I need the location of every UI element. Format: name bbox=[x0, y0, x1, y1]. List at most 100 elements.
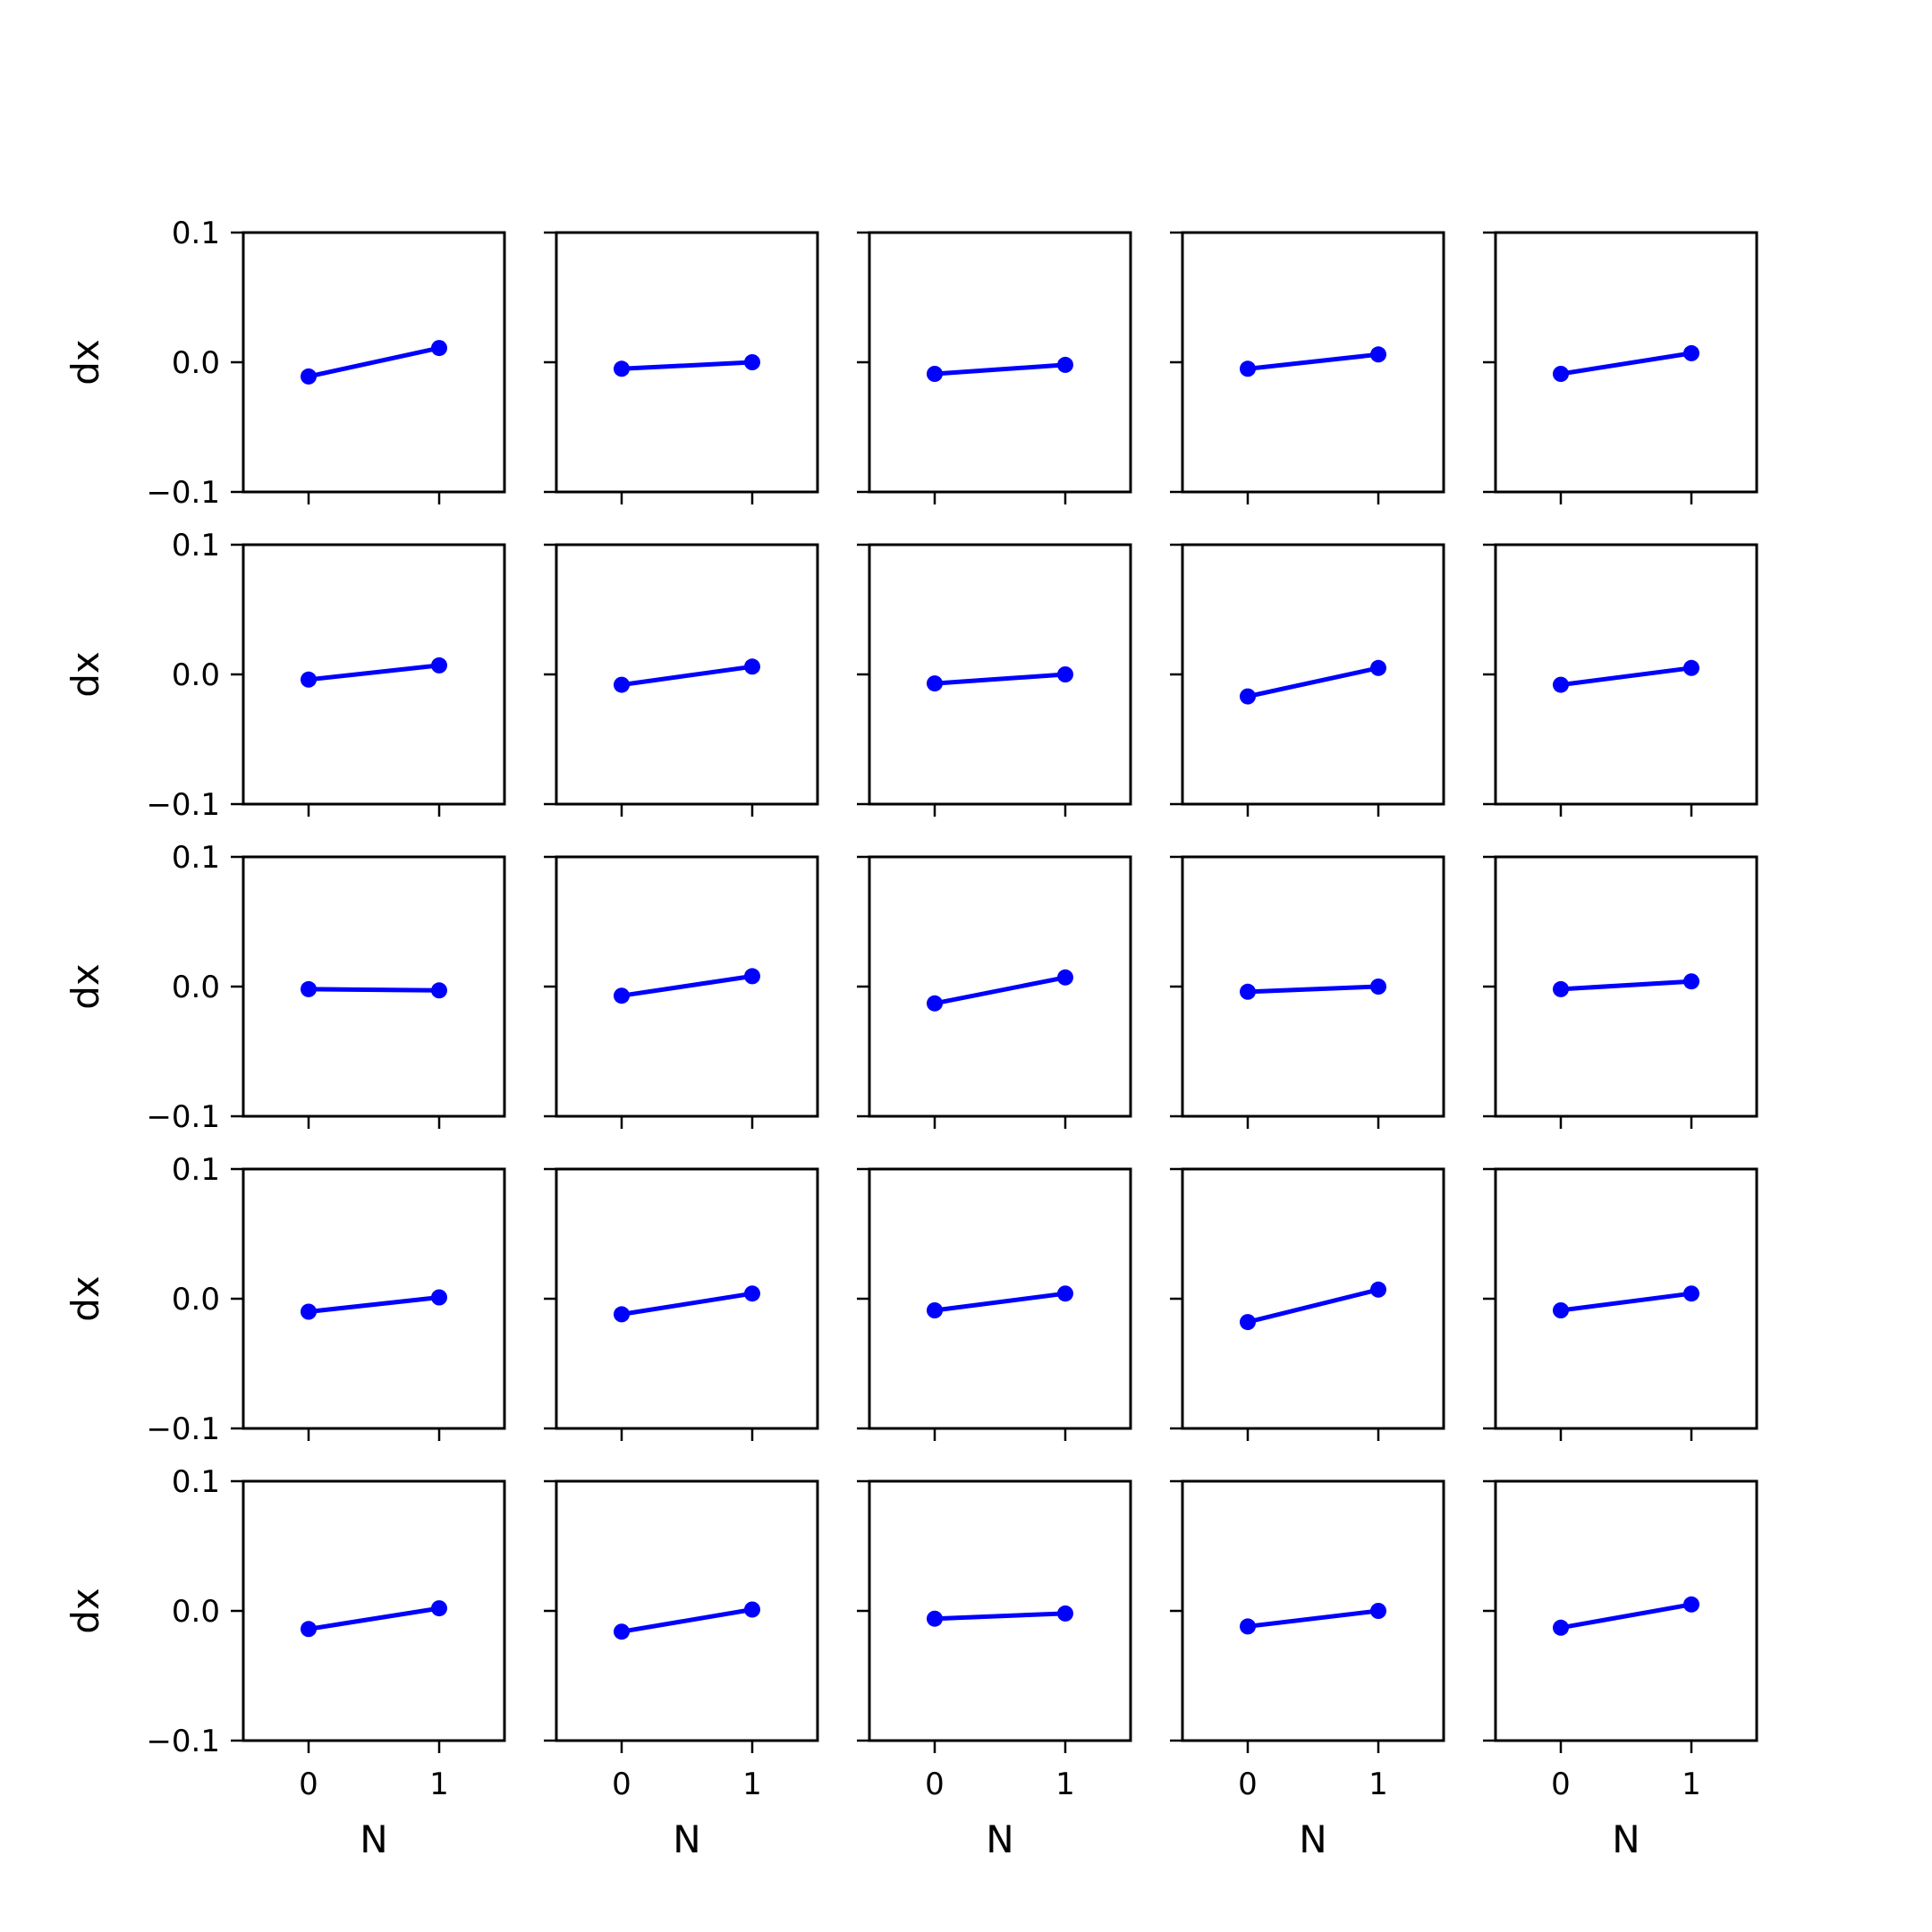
data-point bbox=[1370, 659, 1386, 676]
data-point bbox=[1553, 366, 1569, 382]
series-line bbox=[621, 973, 753, 998]
data-point bbox=[614, 987, 630, 1004]
subplot-r4-c3 bbox=[857, 1167, 1132, 1441]
subplot-r4-c4 bbox=[1170, 1167, 1445, 1441]
y-tick-label: −0.1 bbox=[146, 475, 220, 511]
y-tick-label: −0.1 bbox=[146, 787, 220, 823]
series-line bbox=[621, 1607, 753, 1634]
y-tick-label: 0.0 bbox=[172, 345, 220, 381]
series-line bbox=[934, 362, 1066, 377]
subplot-r3-c5 bbox=[1483, 855, 1758, 1129]
subplot-r1-c3 bbox=[857, 231, 1132, 504]
subplot-r3-c4 bbox=[1170, 855, 1445, 1129]
x-tick-label: 1 bbox=[429, 1767, 449, 1802]
subplot-r2-c2 bbox=[544, 543, 819, 817]
subplot-r5-c5: 0 1 N bbox=[1483, 1479, 1758, 1861]
data-point bbox=[301, 671, 317, 688]
y-tick-label: 0.0 bbox=[172, 1282, 220, 1318]
x-tick-label: 0 bbox=[1238, 1767, 1258, 1802]
data-point bbox=[431, 340, 447, 357]
subplot-r3-c3 bbox=[857, 855, 1132, 1129]
data-point bbox=[614, 360, 630, 377]
subplot-r5-c2: 0 1 N bbox=[544, 1479, 819, 1861]
subplot-r3-c1: −0.1 0.0 0.1 dx bbox=[64, 840, 506, 1135]
data-point bbox=[927, 1302, 943, 1318]
x-tick-label: 0 bbox=[925, 1767, 945, 1802]
series-line bbox=[1560, 1602, 1692, 1631]
y-tick-label: −0.1 bbox=[146, 1411, 220, 1447]
series-line bbox=[308, 1606, 440, 1631]
data-point bbox=[614, 676, 630, 693]
y-tick-label: 0.1 bbox=[172, 216, 220, 251]
y-tick-label: −0.1 bbox=[146, 1724, 220, 1759]
subplot-r3-c2 bbox=[544, 855, 819, 1129]
data-point bbox=[927, 995, 943, 1012]
data-point bbox=[744, 968, 760, 985]
subplot-r5-c4: 0 1 N bbox=[1170, 1479, 1445, 1861]
data-point bbox=[744, 658, 760, 675]
subplot-r2-c5 bbox=[1483, 543, 1758, 817]
y-tick-label: 0.1 bbox=[172, 1152, 220, 1188]
data-point bbox=[1240, 688, 1256, 705]
x-tick-label: 1 bbox=[1368, 1767, 1388, 1802]
series-line bbox=[308, 663, 440, 682]
data-point bbox=[614, 1306, 630, 1323]
data-point bbox=[1057, 1285, 1073, 1302]
series-line bbox=[621, 360, 753, 371]
data-point bbox=[1683, 973, 1699, 990]
data-point bbox=[1057, 1605, 1073, 1622]
data-point bbox=[1240, 983, 1256, 1000]
series-line bbox=[1560, 351, 1692, 377]
series-line bbox=[1560, 1291, 1692, 1313]
data-point bbox=[1553, 676, 1569, 693]
subplot-r1-c2 bbox=[544, 231, 819, 504]
series-line bbox=[621, 664, 753, 688]
y-tick-label: 0.1 bbox=[172, 840, 220, 876]
subplot-r5-c3: 0 1 N bbox=[857, 1479, 1132, 1861]
y-tick-label: 0.1 bbox=[172, 1464, 220, 1500]
series-line bbox=[621, 1291, 753, 1317]
data-point bbox=[1057, 356, 1073, 373]
subplot-r4-c2 bbox=[544, 1167, 819, 1441]
data-point bbox=[744, 1601, 760, 1618]
data-point bbox=[431, 1289, 447, 1306]
subplot-r2-c1: −0.1 0.0 0.1 dx bbox=[64, 528, 506, 823]
x-tick-label: 0 bbox=[612, 1767, 631, 1802]
y-tick-label: −0.1 bbox=[146, 1099, 220, 1135]
data-point bbox=[301, 980, 317, 997]
subplot-r5-c1: 0 1 −0.1 0.0 0.1 Ndx bbox=[64, 1464, 506, 1861]
subplot-r4-c5 bbox=[1483, 1167, 1758, 1441]
series-line bbox=[1560, 665, 1692, 688]
data-point bbox=[1683, 659, 1699, 676]
data-point bbox=[1370, 1281, 1386, 1298]
y-axis-label: dx bbox=[64, 1275, 107, 1322]
series-line bbox=[308, 345, 440, 379]
x-axis-label: N bbox=[673, 1818, 700, 1861]
series-line bbox=[934, 975, 1066, 1006]
data-point bbox=[927, 675, 943, 692]
y-axis-label: dx bbox=[64, 1588, 107, 1634]
y-axis-label: dx bbox=[64, 339, 107, 386]
data-point bbox=[1370, 1603, 1386, 1619]
subplot-r2-c4 bbox=[1170, 543, 1445, 817]
y-tick-label: 0.1 bbox=[172, 528, 220, 564]
x-axis-label: N bbox=[360, 1818, 387, 1861]
series-line bbox=[1247, 352, 1379, 371]
data-point bbox=[1240, 1314, 1256, 1331]
series-line bbox=[1247, 1287, 1379, 1325]
x-tick-label: 0 bbox=[299, 1767, 318, 1802]
series-line bbox=[308, 1295, 440, 1314]
data-point bbox=[744, 354, 760, 370]
data-point bbox=[301, 1621, 317, 1638]
x-tick-label: 1 bbox=[1682, 1767, 1701, 1802]
data-point bbox=[1683, 1596, 1699, 1613]
data-point bbox=[614, 1623, 630, 1640]
data-point bbox=[1370, 346, 1386, 363]
data-point bbox=[1683, 344, 1699, 361]
data-point bbox=[1240, 360, 1256, 377]
data-point bbox=[1370, 979, 1386, 995]
data-point bbox=[1683, 1285, 1699, 1302]
data-point bbox=[1240, 1618, 1256, 1635]
